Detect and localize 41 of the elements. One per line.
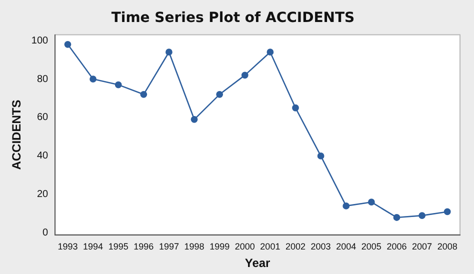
point [90, 76, 96, 82]
point [418, 212, 426, 220]
x-tick-label: 2006 [386, 242, 407, 252]
point [266, 48, 274, 56]
point [190, 116, 198, 123]
x-tick-label: 2007 [412, 242, 432, 252]
x-tick-label: 2000 [234, 242, 255, 252]
y-tick-label: 100 [31, 35, 49, 46]
x-tick-label: 2005 [361, 242, 382, 252]
x-tick-label: 2001 [260, 242, 280, 252]
x-tick-label: 2002 [285, 242, 306, 252]
y-tick-label: 20 [36, 189, 49, 200]
point [393, 214, 400, 221]
x-tick-label: 1997 [158, 242, 179, 252]
point [292, 104, 299, 112]
y-tick-label: 80 [36, 74, 49, 85]
y-tick-label: 40 [36, 150, 49, 162]
x-tick-label: 1996 [134, 242, 154, 252]
x-tick-label: 1999 [210, 242, 230, 252]
point [114, 81, 122, 88]
chart-title: Time Series Plot of ACCIDENTS [111, 10, 355, 26]
point [241, 72, 248, 79]
y-axis-title: ACCIDENTS [10, 100, 24, 170]
point [342, 202, 350, 210]
x-tick-label: 2003 [310, 242, 331, 252]
point [317, 152, 324, 160]
point [166, 48, 172, 56]
point [444, 208, 451, 216]
x-tick-label: 1993 [58, 242, 78, 252]
x-axis-title: Year [244, 256, 271, 270]
x-tick-label: 2004 [336, 242, 356, 252]
y-tick-label: 0 [42, 228, 49, 239]
point [140, 90, 148, 98]
point [368, 198, 375, 206]
x-tick-label: 1994 [83, 242, 104, 252]
x-tick-label: 2008 [437, 242, 458, 252]
x-tick-label: 1998 [184, 242, 204, 252]
x-tick-label: 1995 [108, 242, 128, 252]
point [64, 40, 72, 48]
point [216, 90, 224, 98]
y-tick-label: 60 [36, 112, 49, 124]
